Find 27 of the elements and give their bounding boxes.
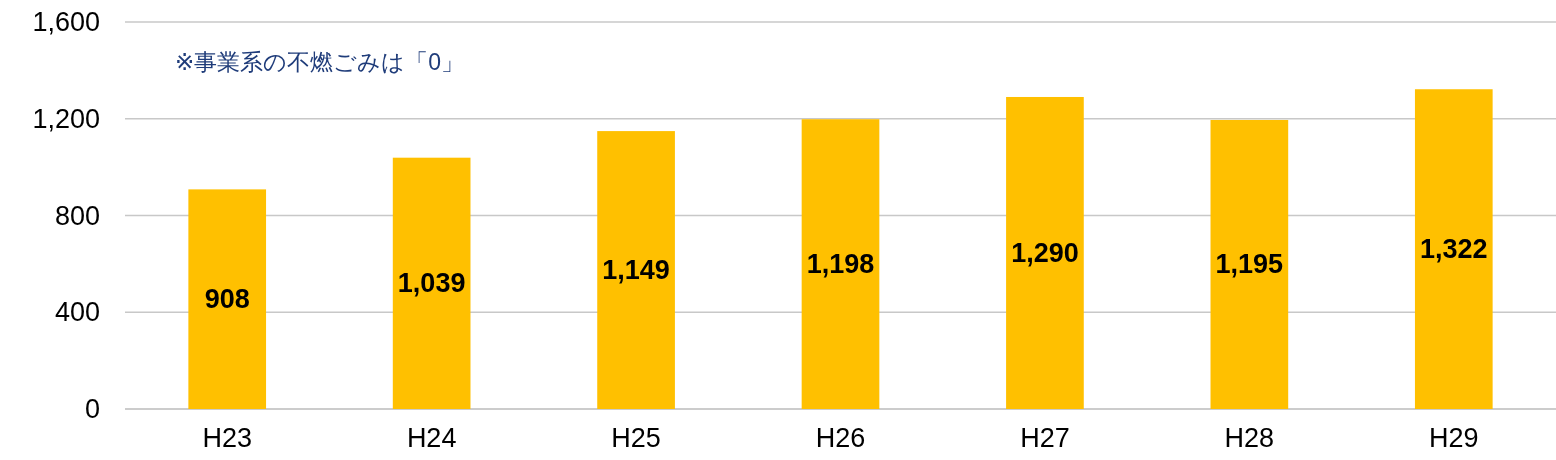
- data-label: 1,290: [1011, 237, 1079, 268]
- x-tick-label: H29: [1429, 423, 1479, 453]
- y-tick-label: 0: [84, 394, 100, 424]
- x-tick-label: H24: [406, 423, 457, 453]
- data-label: 1,198: [806, 249, 875, 280]
- bar: [188, 189, 267, 409]
- data-label: 908: [204, 284, 250, 315]
- annotation: ※事業系の不燃ごみは「0」: [175, 49, 465, 75]
- bar: [1210, 119, 1289, 409]
- y-tick-label: 800: [54, 200, 100, 231]
- bar: [801, 119, 880, 409]
- y-tick-label: 1,200: [32, 103, 100, 134]
- y-tick-label: 400: [54, 297, 100, 328]
- x-tick-label: H26: [815, 423, 866, 453]
- bar: [392, 157, 471, 409]
- data-label: 1,322: [1420, 234, 1488, 265]
- x-tick-label: H27: [1020, 423, 1070, 453]
- data-label: 1,195: [1215, 249, 1284, 280]
- data-label: 1,039: [397, 268, 466, 299]
- data-label: 1,149: [602, 255, 670, 286]
- bar: [597, 131, 675, 409]
- bar: [1414, 89, 1493, 409]
- bar: [1006, 96, 1084, 409]
- x-tick-label: H28: [1224, 423, 1275, 453]
- x-tick-label: H23: [202, 423, 252, 453]
- x-tick-label: H25: [611, 423, 661, 453]
- y-tick-label: 1,600: [32, 7, 100, 37]
